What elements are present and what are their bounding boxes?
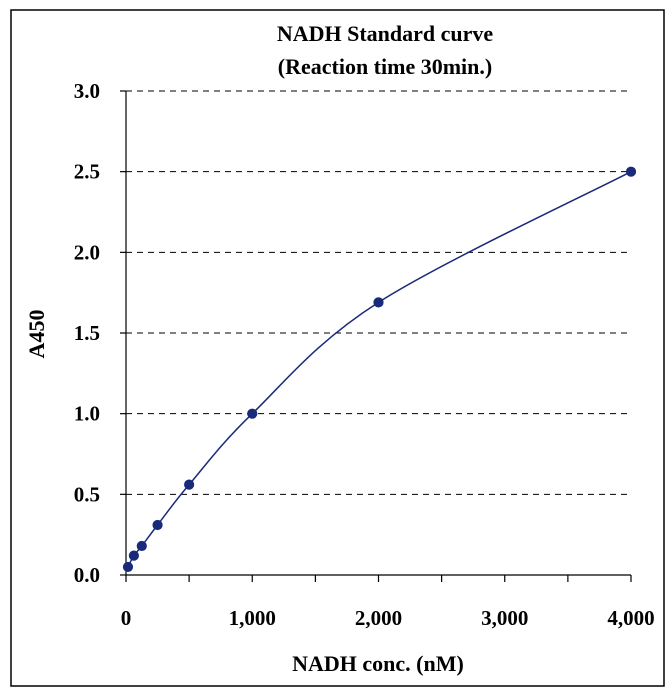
x-tick-label: 0 bbox=[121, 606, 132, 630]
y-tick-label: 2.5 bbox=[74, 160, 100, 184]
y-tick-label: 2.0 bbox=[74, 240, 100, 264]
y-axis-label: A450 bbox=[24, 310, 49, 359]
x-tick-label: 1,000 bbox=[229, 606, 276, 630]
data-point bbox=[247, 408, 258, 419]
data-points bbox=[122, 166, 637, 573]
gridlines bbox=[126, 90, 631, 495]
data-point bbox=[122, 561, 134, 573]
data-point bbox=[625, 166, 637, 177]
y-tick-label: 0.5 bbox=[74, 482, 100, 506]
chart-title: NADH Standard curve bbox=[277, 21, 494, 46]
x-tick-label: 3,000 bbox=[481, 606, 528, 630]
x-tick-label: 4,000 bbox=[607, 606, 654, 630]
y-tick-labels: 0.0 0.5 1.0 1.5 2.0 2.5 3.0 bbox=[74, 79, 100, 587]
chart-subtitle: (Reaction time 30min.) bbox=[278, 54, 492, 79]
data-point bbox=[184, 479, 195, 490]
x-axis-label: NADH conc. (nM) bbox=[292, 651, 464, 676]
y-tick-label: 1.0 bbox=[74, 402, 100, 426]
y-tick-label: 0.0 bbox=[74, 563, 100, 587]
x-tick-label: 2,000 bbox=[355, 606, 402, 630]
y-tick-label: 1.5 bbox=[74, 321, 100, 345]
axes bbox=[120, 90, 632, 582]
x-tick-labels: 0 1,000 2,000 3,000 4,000 bbox=[121, 606, 655, 630]
y-tick-label: 3.0 bbox=[74, 79, 100, 103]
data-point bbox=[128, 550, 139, 561]
data-point bbox=[373, 297, 384, 308]
data-point bbox=[136, 540, 147, 552]
chart-border bbox=[10, 9, 665, 687]
data-point bbox=[152, 519, 163, 531]
